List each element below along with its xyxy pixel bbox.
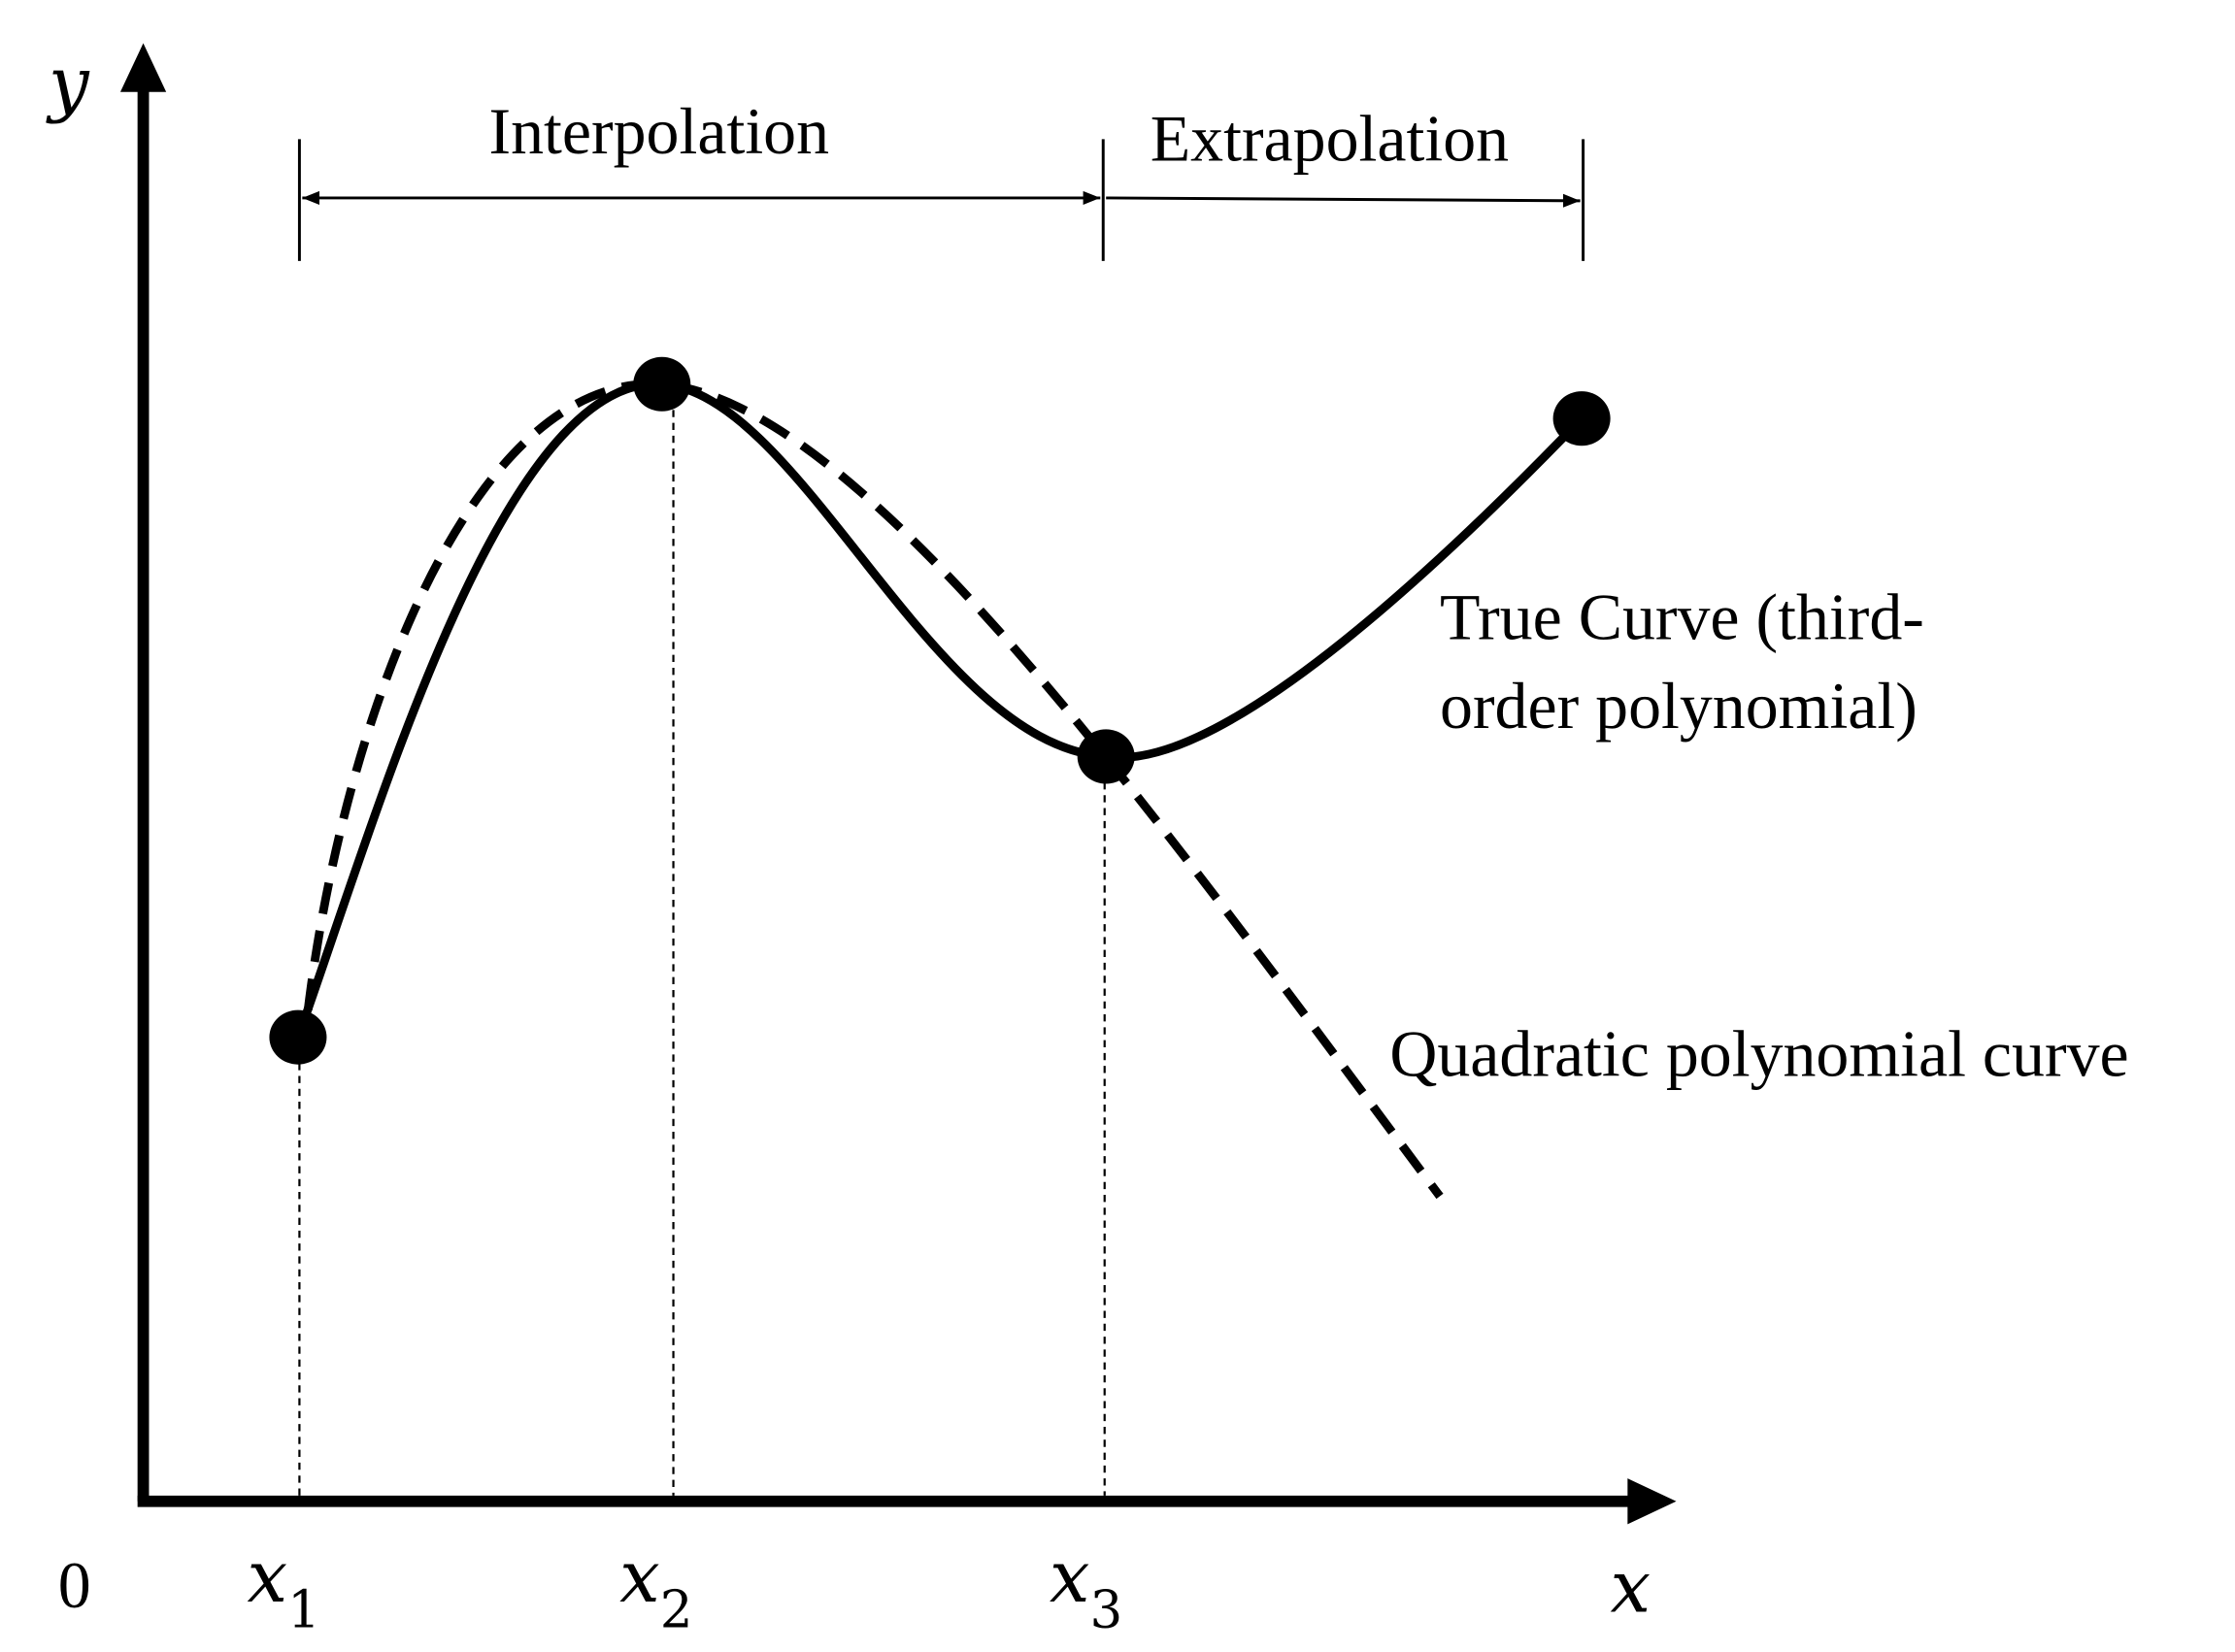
quadratic-curve [303,380,1444,1200]
tick-variable: x [247,1536,287,1619]
extrapolation-label: Extrapolation [1151,103,1509,176]
x-tick-label: x3 [1050,1536,1122,1640]
y-axis-label: y [46,43,90,125]
tick-variable: x [1050,1536,1090,1619]
tick-variable: x [619,1536,660,1619]
y-arrow [119,43,167,92]
tick-subscript: 2 [660,1580,693,1640]
true-curve-label: order polynomial) [1440,670,1918,743]
x-ticks: x1 x2 x3 [247,1536,1122,1640]
x-tick-label: x1 [247,1536,319,1640]
drop-lines [298,383,1106,1496]
interpolation-label: Interpolation [489,95,830,168]
x-tick-label: x2 [619,1536,692,1640]
origin-label: 0 [58,1549,91,1622]
data-points [269,356,1611,1065]
true-curve [293,380,1585,1040]
tick-subscript: 1 [287,1580,320,1640]
quadratic-label: Quadratic polynomial curve [1389,1017,2128,1090]
tick-subscript: 3 [1089,1580,1122,1640]
true-curve-label: True Curve (third- [1440,580,1924,653]
x-arrow [1627,1478,1677,1525]
range-brackets [297,139,1585,261]
x-axis-label: x [1610,1546,1651,1629]
